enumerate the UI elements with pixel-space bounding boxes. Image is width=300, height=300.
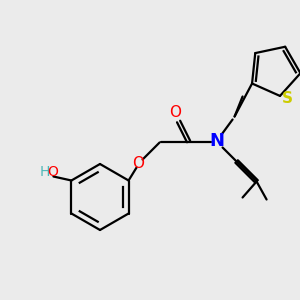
Text: S: S xyxy=(281,92,292,106)
Text: O: O xyxy=(169,105,181,120)
Text: N: N xyxy=(209,133,224,151)
Text: H: H xyxy=(39,166,50,179)
Text: O: O xyxy=(47,166,58,179)
Text: O: O xyxy=(133,156,145,171)
